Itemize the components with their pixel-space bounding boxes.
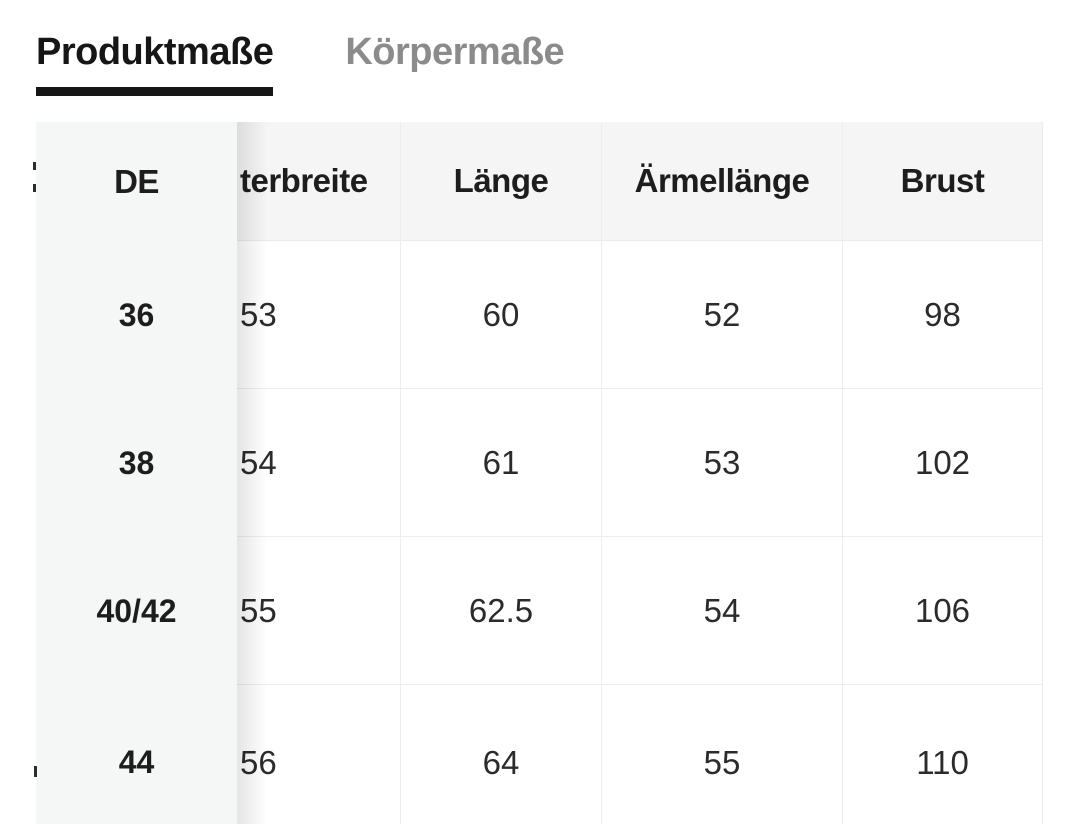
table-row: 38 54 61 53 102 xyxy=(36,389,1043,537)
cell-schulterbreite: 55 xyxy=(237,537,401,685)
header-cell-de: DE xyxy=(36,122,237,241)
cell-size-de: 36 xyxy=(36,241,237,389)
cell-laenge: 60 xyxy=(401,241,602,389)
table-row: 36 53 60 52 98 xyxy=(36,241,1043,389)
header-cell-brust: Brust xyxy=(843,122,1043,241)
header-cell-laenge: Länge xyxy=(401,122,602,241)
size-chart-tab-bar: Produktmaße Körpermaße xyxy=(36,30,565,96)
size-table-scroll-region[interactable]: DE terbreite Länge Ärmellänge Brust 36 5… xyxy=(36,122,1043,824)
table-header-row: DE terbreite Länge Ärmellänge Brust xyxy=(36,122,1043,241)
cell-schulterbreite: 54 xyxy=(237,389,401,537)
cell-aermellaenge: 53 xyxy=(602,389,843,537)
table-row: 40/42 55 62.5 54 106 xyxy=(36,537,1043,685)
cell-laenge: 64 xyxy=(401,685,602,824)
tab-produktmasse[interactable]: Produktmaße xyxy=(36,30,274,96)
cell-aermellaenge: 52 xyxy=(602,241,843,389)
cell-brust: 98 xyxy=(843,241,1043,389)
clipped-text-fragment xyxy=(33,184,36,192)
cell-laenge: 61 xyxy=(401,389,602,537)
header-cell-aermellaenge: Ärmellänge xyxy=(602,122,843,241)
header-cell-schulterbreite-clipped: terbreite xyxy=(237,122,401,241)
clipped-text-fragment xyxy=(34,766,37,777)
clipped-text-fragment xyxy=(33,162,36,170)
cell-brust: 102 xyxy=(843,389,1043,537)
cell-laenge: 62.5 xyxy=(401,537,602,685)
cell-brust: 106 xyxy=(843,537,1043,685)
cell-size-de: 38 xyxy=(36,389,237,537)
cell-size-de: 44 xyxy=(36,685,237,824)
cell-aermellaenge: 55 xyxy=(602,685,843,824)
tab-koerpermasse[interactable]: Körpermaße xyxy=(345,31,565,73)
cell-brust: 110 xyxy=(843,685,1043,824)
cell-schulterbreite: 56 xyxy=(237,685,401,824)
cell-size-de: 40/42 xyxy=(36,537,237,685)
table-row: 44 56 64 55 110 xyxy=(36,685,1043,824)
cell-aermellaenge: 54 xyxy=(602,537,843,685)
cell-schulterbreite: 53 xyxy=(237,241,401,389)
